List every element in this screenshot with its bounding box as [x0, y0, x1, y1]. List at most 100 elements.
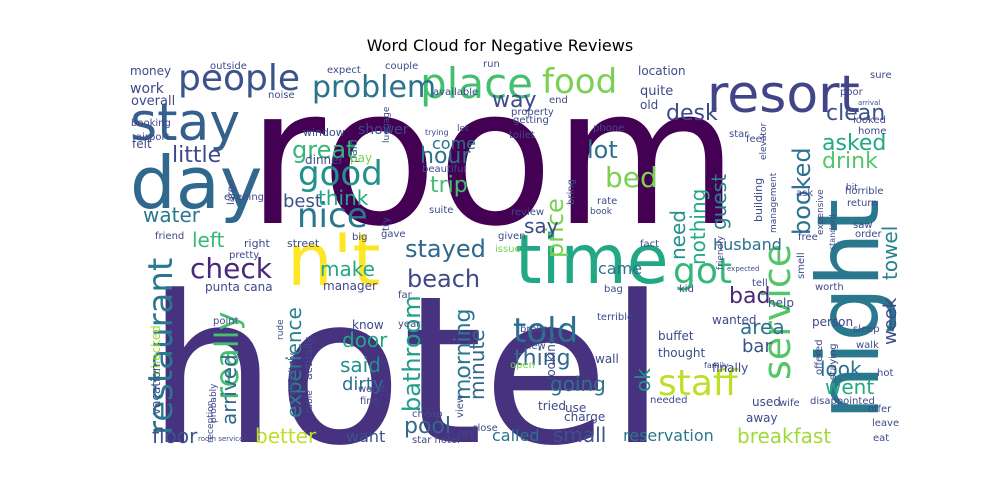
word-experience: experience [282, 307, 306, 418]
word-leave: leave [872, 418, 899, 429]
word-window: window [303, 126, 345, 139]
word-lot: lot [587, 136, 618, 164]
word-end: end [549, 95, 568, 106]
word-phone: phone [593, 123, 624, 134]
word-kid: kid [679, 284, 694, 295]
word-open: open [510, 360, 535, 371]
word-checked: checked [149, 325, 163, 375]
word-luggage: luggage [382, 106, 392, 143]
word-fine: fine [360, 396, 379, 407]
word-close: close [472, 423, 498, 434]
word-trying: trying [425, 128, 449, 137]
word-view: view [455, 395, 466, 418]
chart-title: Word Cloud for Negative Reviews [366, 36, 634, 55]
word-ask: ask [796, 188, 813, 199]
word-overall: overall [131, 94, 175, 109]
word-buffet: buffet [658, 329, 694, 343]
word-noise: noise [268, 90, 295, 101]
word-breakfast: breakfast [737, 424, 831, 448]
word-arrived: arrived [217, 354, 241, 425]
word-away: away [746, 411, 778, 425]
word-water: water [143, 203, 201, 227]
word-pay: pay [350, 151, 372, 165]
word-point: point [213, 316, 239, 327]
word-stay: stay [130, 93, 240, 153]
word-went: went [825, 375, 874, 399]
word-dirty: dirty [342, 374, 384, 395]
word-week: week [880, 297, 901, 345]
word-bring: bring [566, 179, 577, 205]
word-minute: minute [465, 329, 489, 400]
word-location: location [638, 64, 686, 78]
word-ok: ok [631, 368, 655, 392]
word-use: use [565, 401, 586, 415]
word-finally: finally [712, 361, 748, 375]
word-going: going [550, 372, 606, 396]
word-eat: eat [873, 433, 889, 444]
word-little: little [172, 143, 221, 168]
word-nothing: nothing [686, 189, 710, 265]
word-offered: offered [814, 339, 825, 375]
word-clean: clean [826, 101, 885, 126]
word-door: door [342, 328, 388, 352]
word-told: told [513, 311, 578, 351]
word-room-service: room service [198, 435, 243, 443]
word-manager: manager [323, 279, 377, 293]
word-gave: gave [381, 229, 406, 240]
word-run: run [483, 59, 500, 70]
word-charge: charge [564, 410, 605, 424]
word-food: food [542, 62, 617, 102]
word-elevator: elevator [759, 123, 769, 160]
word-expect: expect [327, 65, 361, 76]
word-sleep: sleep [853, 324, 880, 335]
word-left: left [192, 228, 225, 252]
word-looked: looked [853, 115, 886, 126]
word-great: great [292, 136, 355, 164]
word-actually: actually [302, 336, 315, 380]
word-work: work [130, 81, 165, 97]
word-husband: husband [713, 235, 782, 254]
word-punta-cana: punta cana [205, 280, 273, 294]
word-tried: tried [538, 399, 566, 413]
word-evening: evening [224, 192, 264, 203]
word-money: money [130, 64, 171, 78]
word-say: say [524, 214, 559, 238]
word-night: night [799, 199, 899, 420]
word-tell: tell [752, 278, 768, 289]
word-reception: reception [206, 401, 216, 443]
word-area: area [740, 315, 785, 339]
word-room: room [247, 47, 739, 268]
word-good: good [298, 154, 383, 194]
word-poor: poor [840, 87, 864, 98]
word-expensive: expensive [816, 189, 826, 235]
word-booking: booking [131, 118, 171, 129]
word-horrible: horrible [845, 186, 884, 197]
word-asked: asked [822, 131, 886, 156]
word-beach: beach [407, 265, 480, 293]
word-came: came [598, 259, 642, 278]
word-bit: bit [846, 183, 858, 193]
word-issue: issue [495, 244, 521, 255]
word-definitely: definitely [288, 352, 298, 395]
word-looking: looking [544, 336, 558, 380]
word-day: day [130, 141, 262, 225]
word-table: table [305, 390, 315, 413]
word-walk: walk [856, 340, 879, 351]
word-look: look [820, 357, 862, 381]
word-cheap: cheap [412, 409, 442, 420]
word-pool: pool [404, 414, 451, 439]
word-getting: getting [513, 115, 549, 126]
word-let: let [457, 124, 469, 134]
word-wife: wife [779, 398, 800, 409]
word-think: think [318, 186, 369, 210]
word-terrible: terrible [597, 312, 633, 323]
word-city: city [457, 429, 475, 440]
word-quite: quite [640, 84, 673, 99]
word-sure: sure [870, 70, 892, 81]
word-fact: fact [640, 239, 659, 250]
word-home: home [858, 126, 886, 137]
word-try: try [381, 217, 392, 231]
word-price: price [541, 198, 569, 258]
word-right: right [244, 237, 271, 250]
